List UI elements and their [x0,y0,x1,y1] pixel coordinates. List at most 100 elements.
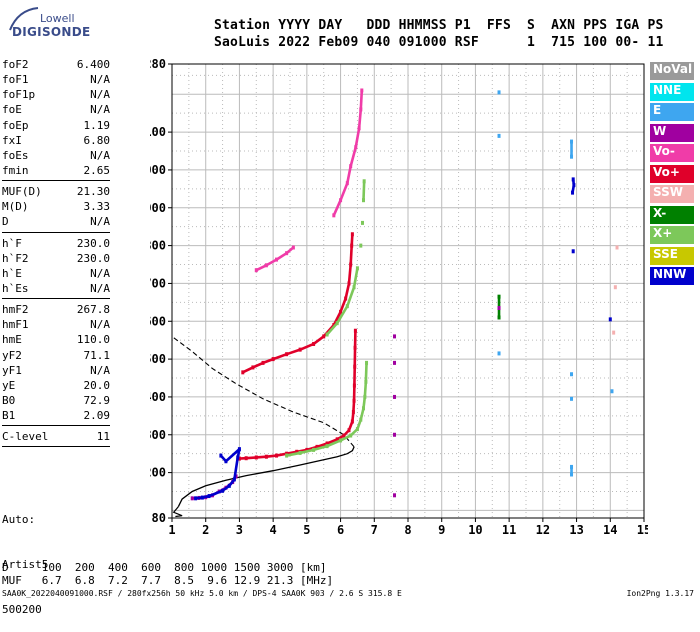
echo-trace-segment [356,128,359,147]
param-value: 2.09 [84,408,111,423]
profile-low-curve [174,507,182,517]
param-value: 6.80 [84,133,111,148]
echo-point [570,472,573,476]
echo-trace-segment [246,457,256,458]
echo-trace-segment [314,336,324,344]
echo-point [393,334,396,338]
footer-distance-row: D 100 200 400 600 800 1000 1500 3000 [km… [2,561,327,574]
header-values: SaoLuis 2022 Feb09 040 091000 RSF 1 715 … [214,35,664,50]
echo-trace-segment [273,354,286,359]
param-value: N/A [90,363,110,378]
echo-point [570,372,573,376]
param-value: 6.400 [77,57,110,72]
header-labels: Station YYYY DAY DDD HHMMSS P1 FFS S AXN… [214,18,664,33]
param-row: hmF1 N/A [2,317,110,332]
param-name: hmE [2,332,22,347]
echo-trace-segment [327,323,337,334]
legend-item: SSW [650,185,694,203]
param-divider [2,446,110,447]
param-value: 110.0 [77,332,110,347]
param-value: N/A [90,281,110,296]
param-name: M(D) [2,199,29,214]
echo-point [498,315,501,319]
param-name: hmF2 [2,302,29,317]
param-row: D N/A [2,214,110,229]
param-name: foEp [2,118,29,133]
y-tick-label: 1280 [150,58,166,71]
x-tick-label: 7 [371,523,378,537]
x-tick-label: 9 [438,523,445,537]
echo-point [363,179,366,183]
param-name: B0 [2,393,15,408]
echo-trace-segment [351,147,356,166]
legend-item: W [650,124,694,142]
x-tick-label: 15 [637,523,648,537]
legend-item: Vo+ [650,165,694,183]
x-tick-label: 11 [502,523,516,537]
param-value: 2.65 [84,163,111,178]
param-value: N/A [90,266,110,281]
echo-trace-segment [361,90,362,109]
auto-line-1: Auto: [2,512,48,527]
ionogram-chart: 1234567891011121314158020030040050060070… [150,58,648,544]
param-row: fmin 2.65 [2,163,110,178]
param-name: yF2 [2,348,22,363]
x-tick-label: 4 [270,523,277,537]
echo-point [351,232,354,236]
param-row: hmE 110.0 [2,332,110,347]
param-name: h`Es [2,281,29,296]
echo-trace-segment [266,260,276,266]
footer-muf-row: MUF 6.7 6.8 7.2 7.7 8.5 9.6 12.9 21.3 [M… [2,574,333,587]
param-name: h`F2 [2,251,29,266]
y-tick-label: 300 [150,428,166,442]
param-value: N/A [90,317,110,332]
param-name: D [2,214,9,229]
echo-trace-segment [266,456,276,457]
param-name: fmin [2,163,29,178]
param-divider [2,180,110,181]
param-name: yE [2,378,15,393]
echo-point [610,389,613,393]
echo-point [609,317,612,321]
y-tick-label: 80 [152,511,166,525]
echo-point [359,244,362,248]
param-value: N/A [90,72,110,87]
echo-point [361,221,364,225]
echo-trace-segment [256,457,266,458]
legend-item: NNE [650,83,694,101]
echo-trace-segment [253,363,263,368]
param-value: 230.0 [77,251,110,266]
y-tick-label: 500 [150,352,166,366]
echo-point [393,395,396,399]
legend-item: Vo- [650,144,694,162]
param-row: M(D)3.33 [2,199,110,214]
param-value: N/A [90,214,110,229]
param-name: hmF1 [2,317,29,332]
param-name: h`F [2,236,22,251]
echo-trace-segment [349,265,351,284]
legend-item: X- [650,206,694,224]
profile-extrapolation [172,336,354,447]
echo-trace-segment [346,283,349,298]
auto-line-3: 500200 [2,602,48,617]
param-value: 20.0 [84,378,111,393]
y-tick-label: 600 [150,314,166,328]
echo-point [570,397,573,401]
echo-point [393,493,396,497]
echo-point [365,361,368,365]
echo-point [498,134,501,138]
echo-point [571,191,574,195]
y-tick-label: 1000 [150,163,166,177]
echo-point [498,306,501,310]
echo-point [612,331,615,335]
